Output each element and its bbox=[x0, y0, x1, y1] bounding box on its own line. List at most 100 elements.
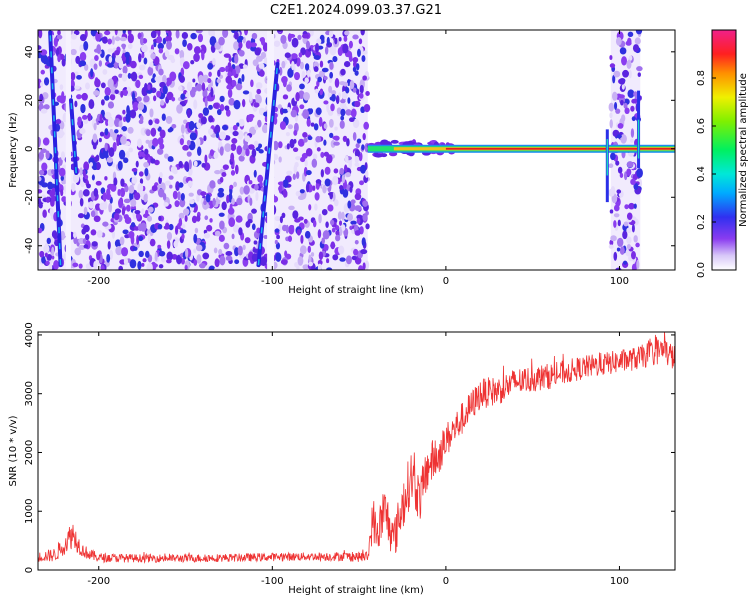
noise-speckle bbox=[228, 217, 236, 228]
noise-speckle bbox=[184, 161, 190, 171]
noise-speckle bbox=[249, 197, 253, 207]
noise-speckle bbox=[50, 198, 55, 207]
noise-speckle bbox=[233, 181, 238, 187]
noise-speckle bbox=[57, 30, 61, 36]
noise-speckle bbox=[348, 51, 353, 60]
noise-speckle bbox=[109, 249, 114, 260]
noise-speckle bbox=[626, 227, 632, 234]
noise-speckle bbox=[217, 191, 225, 198]
noise-speckle bbox=[74, 85, 80, 90]
noise-speckle bbox=[117, 160, 123, 171]
noise-speckle bbox=[118, 149, 126, 160]
noise-speckle bbox=[153, 95, 157, 102]
noise-speckle bbox=[80, 103, 86, 114]
noise-speckle bbox=[99, 131, 105, 137]
noise-speckle bbox=[308, 204, 312, 211]
noise-speckle bbox=[259, 181, 263, 187]
noise-speckle bbox=[100, 82, 106, 89]
noise-speckle bbox=[314, 203, 318, 211]
noise-speckle bbox=[104, 95, 110, 101]
noise-speckle bbox=[312, 153, 318, 160]
noise-speckle bbox=[326, 154, 333, 164]
noise-speckle bbox=[150, 52, 156, 60]
noise-speckle bbox=[288, 205, 295, 211]
noise-speckle bbox=[137, 138, 143, 148]
noise-speckle bbox=[626, 161, 634, 168]
noise-speckle bbox=[43, 244, 50, 254]
noise-speckle bbox=[227, 71, 232, 78]
noise-speckle bbox=[121, 72, 128, 82]
noise-speckle bbox=[236, 145, 243, 155]
noise-speckle bbox=[157, 188, 165, 198]
noise-speckle bbox=[95, 31, 101, 42]
noise-speckle bbox=[315, 107, 322, 116]
noise-speckle bbox=[623, 260, 628, 265]
noise-speckle bbox=[231, 137, 238, 144]
noise-speckle bbox=[213, 247, 218, 254]
noise-speckle bbox=[363, 103, 371, 113]
noise-speckle bbox=[167, 54, 175, 61]
noise-speckle bbox=[620, 134, 627, 144]
noise-speckle bbox=[221, 171, 227, 178]
noise-speckle bbox=[212, 57, 216, 66]
noise-speckle bbox=[242, 90, 250, 95]
noise-speckle bbox=[231, 79, 237, 87]
noise-speckle bbox=[94, 54, 99, 62]
noise-speckle bbox=[163, 225, 170, 230]
noise-speckle bbox=[129, 259, 137, 269]
spectrogram-y-label: Frequency (Hz) bbox=[8, 112, 19, 188]
noise-speckle bbox=[145, 139, 150, 144]
noise-speckle bbox=[141, 52, 145, 59]
noise-speckle bbox=[222, 164, 229, 170]
noise-speckle bbox=[157, 223, 163, 230]
noise-speckle bbox=[297, 34, 302, 40]
noise-speckle bbox=[349, 186, 353, 193]
noise-speckle bbox=[622, 230, 628, 240]
noise-speckle bbox=[190, 59, 195, 65]
noise-speckle bbox=[350, 108, 357, 118]
noise-speckle bbox=[329, 132, 334, 139]
noise-speckle bbox=[196, 193, 200, 203]
noise-speckle bbox=[299, 245, 307, 255]
noise-speckle bbox=[290, 53, 298, 60]
noise-speckle bbox=[286, 170, 293, 176]
noise-speckle bbox=[296, 229, 301, 236]
noise-speckle bbox=[256, 88, 262, 95]
noise-speckle bbox=[204, 97, 208, 108]
noise-speckle bbox=[624, 107, 630, 115]
noise-speckle bbox=[147, 84, 151, 91]
noise-speckle bbox=[134, 210, 141, 215]
noise-speckle bbox=[620, 99, 624, 106]
noise-speckle bbox=[82, 189, 90, 197]
noise-speckle bbox=[180, 193, 185, 201]
noise-speckle bbox=[196, 215, 201, 222]
noise-speckle bbox=[365, 170, 369, 178]
noise-speckle bbox=[157, 42, 164, 50]
noise-speckle bbox=[104, 176, 108, 181]
noise-speckle bbox=[305, 40, 310, 50]
noise-speckle bbox=[219, 67, 226, 73]
noise-speckle bbox=[168, 175, 174, 180]
noise-speckle bbox=[259, 37, 265, 43]
noise-speckle bbox=[120, 135, 127, 145]
noise-speckle bbox=[251, 148, 257, 158]
noise-speckle bbox=[184, 214, 188, 222]
noise-speckle bbox=[214, 230, 221, 237]
noise-speckle bbox=[38, 227, 43, 234]
noise-speckle bbox=[178, 182, 184, 188]
noise-speckle bbox=[312, 185, 316, 191]
noise-speckle bbox=[355, 63, 360, 71]
noise-speckle bbox=[335, 230, 340, 236]
noise-speckle bbox=[326, 258, 330, 264]
noise-speckle bbox=[169, 184, 173, 189]
noise-speckle bbox=[118, 73, 123, 78]
snr-y-tick-label: 2000 bbox=[24, 440, 35, 465]
spectrogram-x-label: Height of straight line (km) bbox=[288, 285, 424, 296]
noise-speckle bbox=[172, 190, 178, 200]
noise-speckle bbox=[292, 147, 299, 153]
noise-speckle bbox=[234, 31, 239, 40]
noise-speckle bbox=[221, 201, 227, 211]
noise-speckle bbox=[198, 74, 204, 84]
noise-speckle bbox=[121, 89, 129, 96]
noise-speckle bbox=[296, 264, 300, 270]
